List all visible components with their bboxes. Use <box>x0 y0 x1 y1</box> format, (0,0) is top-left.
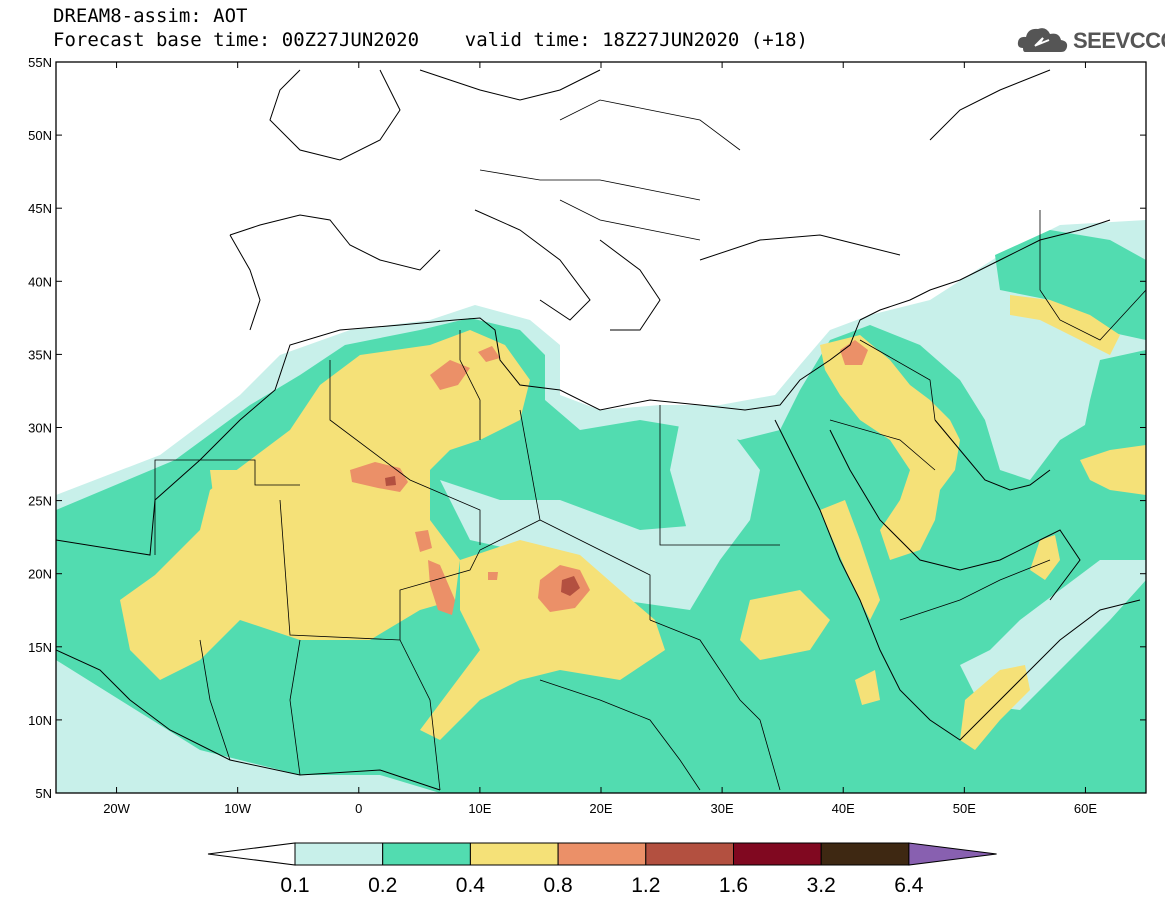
colorbar-label: 0.8 <box>543 874 572 897</box>
axis-ticks: 20W 10W 0 10E 20E 30E 40E 50E 60E 5N 10N 15N 20N 25N 3… <box>28 55 1146 816</box>
colorbar-swatch <box>820 842 910 866</box>
lat-tick-label: 10N <box>28 713 52 728</box>
colorbar-label: 0.4 <box>456 874 486 897</box>
colorbar-label: 1.6 <box>719 874 748 897</box>
lat-tick-label: 20N <box>28 567 52 582</box>
colorbar-swatch <box>382 842 471 866</box>
colorbar-swatch <box>645 842 734 866</box>
colorbar-label: 0.1 <box>280 874 309 897</box>
country-borders <box>154 99 1146 791</box>
forecast-times: Forecast base time: 00Z27JUN2020 valid t… <box>53 29 808 51</box>
lon-tick-label: 30E <box>711 801 734 816</box>
lon-tick-label: 20E <box>589 801 612 816</box>
lon-tick-label: 10E <box>468 801 491 816</box>
seevccc-logo: SEEVCCC <box>1017 22 1165 58</box>
lat-tick-label: 25N <box>28 494 52 509</box>
colorbar-label: 3.2 <box>807 874 836 897</box>
lat-tick-label: 55N <box>28 55 52 70</box>
lat-tick-label: 15N <box>28 640 52 655</box>
colorbar-swatch <box>557 842 647 866</box>
lon-tick-label: 10W <box>224 801 251 816</box>
colorbar-label: 1.2 <box>631 874 660 897</box>
colorbar-swatch <box>733 842 822 866</box>
colorbar-swatch <box>294 842 384 866</box>
lon-tick-label: 20W <box>103 801 130 816</box>
lat-tick-label: 35N <box>28 347 52 362</box>
colorbar-label: 0.2 <box>368 874 397 897</box>
map-title: DREAM8-assim: AOT <box>53 5 248 27</box>
lat-tick-label: 5N <box>35 786 52 801</box>
aot-field <box>56 220 1146 793</box>
lon-tick-label: 40E <box>832 801 855 816</box>
colorbar-swatch <box>469 842 559 866</box>
coastlines <box>56 69 1141 791</box>
aot-map: 20W 10W 0 10E 20E 30E 40E 50E 60E 5N 10N 15N 20N 25N 3… <box>28 55 1147 816</box>
lat-tick-label: 40N <box>28 274 52 289</box>
lon-tick-label: 60E <box>1074 801 1097 816</box>
lat-tick-label: 30N <box>28 421 52 436</box>
colorbar-under-arrow <box>207 842 296 866</box>
logo-text: SEEVCCC <box>1073 28 1165 53</box>
cloud-icon <box>1017 28 1068 52</box>
lat-tick-label: 50N <box>28 128 52 143</box>
lon-tick-label: 50E <box>953 801 976 816</box>
colorbar-over-arrow <box>908 842 997 866</box>
lon-tick-label: 0 <box>355 801 362 816</box>
lat-tick-label: 45N <box>28 201 52 216</box>
colorbar-label: 6.4 <box>894 874 924 897</box>
